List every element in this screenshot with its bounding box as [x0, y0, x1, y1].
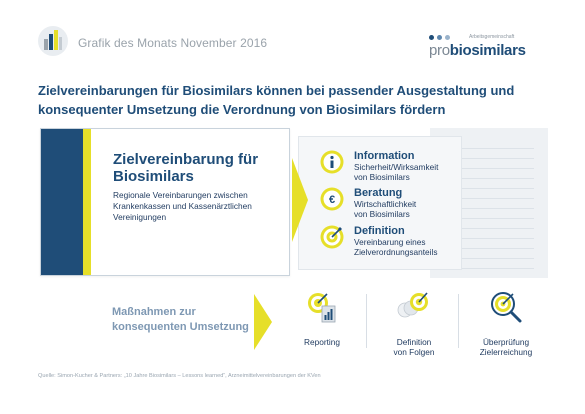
item-title: Definition	[354, 225, 405, 237]
measures-label-line: Maßnahmen zur	[112, 306, 196, 318]
logo-pro: pro	[429, 42, 450, 59]
target-icon	[320, 225, 344, 249]
item-line: Zielverordnungsanteils	[354, 247, 438, 257]
card-title: Zielvereinbarung für Biosimilars	[113, 151, 259, 185]
source-note: Quelle: Simon-Kucher & Partners: „10 Jah…	[38, 373, 321, 379]
item-text: Sicherheit/Wirksamkeit von Biosimilars	[354, 162, 438, 182]
measures-label: Maßnahmen zur konsequenten Umsetzung	[112, 305, 249, 335]
measure-consequences: Definition von Folgen	[368, 290, 460, 357]
headline: Zielvereinbarungen für Biosimilars könne…	[38, 83, 515, 117]
divider	[366, 294, 367, 348]
measure-label: Reporting	[276, 337, 368, 347]
divider	[458, 294, 459, 348]
item-text: Vereinbarung eines Zielverordnungsanteil…	[354, 237, 437, 257]
measure-reporting: Reporting	[276, 290, 368, 347]
measure-label: Überprüfung Zielerreichung	[460, 337, 552, 357]
info-icon	[320, 150, 344, 174]
logo-name: biosimilars	[449, 42, 526, 59]
item-line: von Biosimilars	[354, 172, 410, 182]
measure-label-line: von Folgen	[393, 347, 435, 357]
item-line: Wirtschaftlichkeit	[354, 199, 417, 209]
measure-label-line: Zielerreichung	[479, 347, 533, 357]
header: Grafik des Monats November 2016 Arbeitsg…	[0, 0, 585, 66]
euro-icon: €	[320, 187, 344, 211]
card-blue-stripe	[41, 129, 83, 275]
measure-label-line: Überprüfung	[482, 337, 530, 347]
svg-text:€: €	[329, 194, 335, 206]
measure-review: Überprüfung Zielerreichung	[460, 290, 552, 357]
measure-label-line: Reporting	[304, 337, 340, 347]
target-report-icon	[308, 293, 336, 323]
logo-wordmark: probiosimilars	[429, 42, 526, 59]
arrow-right-icon	[254, 294, 272, 350]
target-consequences-icon	[397, 292, 428, 318]
item-line: Sicherheit/Wirksamkeit	[354, 162, 439, 172]
measure-label: Definition von Folgen	[368, 337, 460, 357]
logo: Arbeitsgemeinschaft probiosimilars	[427, 28, 547, 62]
card-yellow-stripe	[83, 129, 91, 275]
target-magnifier-icon	[491, 292, 522, 323]
item-title: Beratung	[354, 187, 403, 199]
measure-label-line: Definition	[396, 337, 432, 347]
card-text: Regionale Vereinbarungen zwischen Kranke…	[113, 190, 252, 222]
item-text: Wirtschaftlichkeit von Biosimilars	[354, 199, 416, 219]
measures-label-line: konsequenten Umsetzung	[112, 321, 249, 333]
item-line: Vereinbarung eines	[354, 237, 426, 247]
item-title: Information	[354, 150, 415, 162]
bar-chart-icon	[38, 26, 68, 56]
page-title: Grafik des Monats November 2016	[78, 36, 268, 50]
arrow-right-icon	[292, 158, 308, 242]
logo-dots	[429, 35, 450, 40]
logo-tagline: Arbeitsgemeinschaft	[469, 34, 515, 40]
agreement-card: Zielvereinbarung für Biosimilars Regiona…	[40, 128, 290, 276]
item-line: von Biosimilars	[354, 209, 410, 219]
